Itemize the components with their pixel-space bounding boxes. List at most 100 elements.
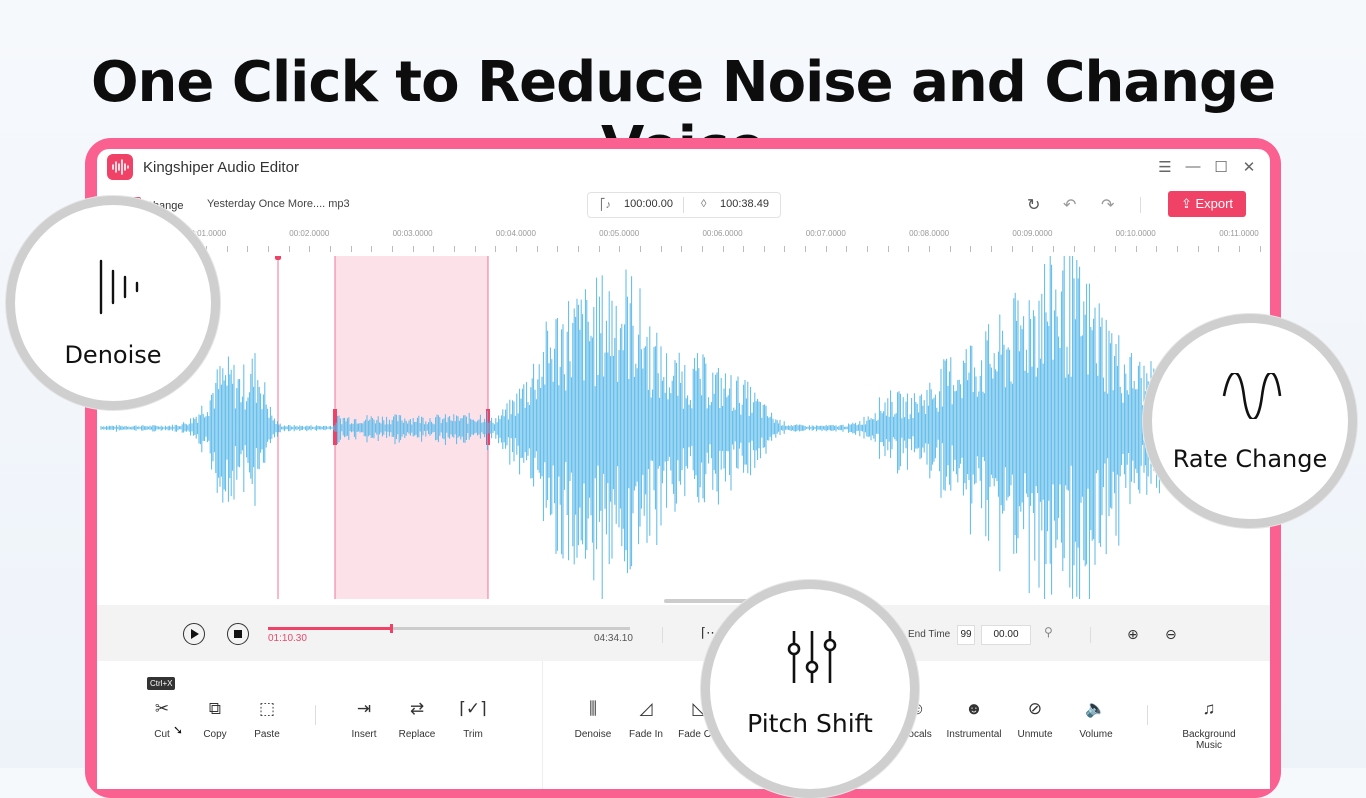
- ruler-tick: [268, 246, 269, 252]
- playback-progress[interactable]: [268, 624, 630, 633]
- tool-paste[interactable]: ⬚ Paste: [232, 697, 302, 740]
- output-duration: 100:38.49: [720, 198, 769, 210]
- export-button[interactable]: ⇪ Export: [1168, 191, 1246, 217]
- tool-copy[interactable]: ⧉ Copy: [180, 697, 250, 740]
- ruler-label: 00:08.0000: [909, 229, 950, 238]
- playhead-marker[interactable]: [275, 256, 281, 260]
- ruler-tick: [1198, 246, 1199, 252]
- ruler-tick: [1032, 246, 1033, 252]
- ruler-tick: [1115, 246, 1116, 252]
- marker-icon[interactable]: ⚲: [1044, 625, 1053, 639]
- ruler-label: 00:09.0000: [1012, 229, 1053, 238]
- ruler-tick: [743, 246, 744, 252]
- total-time: 04:34.10: [594, 633, 633, 644]
- fade-out-label: Fade Out: [678, 729, 720, 740]
- ruler-tick: [619, 246, 620, 252]
- ruler-tick: [309, 246, 310, 252]
- copy-icon: ⧉: [208, 699, 222, 718]
- timeline-ruler[interactable]: 00:01.0000 00:02.0000 00:03.0000 00:04.0000…: [97, 226, 1270, 256]
- instrumental-icon: ☻: [965, 699, 983, 718]
- horizontal-scrollbar[interactable]: [664, 599, 774, 603]
- tool-unmute[interactable]: ⊘ Unmute: [1000, 697, 1070, 740]
- zoom-in-icon[interactable]: ⊕: [1127, 626, 1139, 642]
- end-time-seconds[interactable]: 00.00: [981, 625, 1031, 645]
- ruler-tick: [495, 246, 496, 252]
- tool-insert[interactable]: ⇥ Insert: [329, 697, 399, 740]
- tool-volume[interactable]: 🔈 Volume: [1061, 697, 1131, 740]
- zoom-out-icon[interactable]: ⊖: [1165, 626, 1177, 642]
- refresh-icon[interactable]: ↻: [1027, 197, 1041, 214]
- tool-cut[interactable]: ✂ Cut: [127, 697, 197, 740]
- total-duration: 100:00.00: [624, 198, 673, 210]
- tool-replace[interactable]: ⇄ Replace: [382, 697, 452, 740]
- ruler-label: 00:04.0000: [495, 229, 536, 238]
- progress-handle[interactable]: [390, 624, 394, 633]
- replace-icon: ⇄: [409, 699, 425, 718]
- ruler-tick: [1094, 246, 1095, 252]
- insert-label: Insert: [351, 729, 377, 740]
- ruler-tick: [723, 246, 724, 252]
- stop-button[interactable]: [227, 623, 249, 645]
- ruler-tick: [764, 246, 765, 252]
- menu-icon[interactable]: ☰: [1158, 159, 1172, 176]
- denoise-icon: ⫼: [589, 699, 597, 718]
- ruler-tick: [991, 246, 992, 252]
- selection-end-handle[interactable]: [486, 409, 490, 445]
- tool-instrumental[interactable]: ☻ Instrumental: [939, 697, 1009, 740]
- time-display: ⎡♪ 100:00.00 ◊ 100:38.49: [587, 192, 781, 218]
- close-button[interactable]: ✕: [1242, 159, 1256, 176]
- export-label: Export: [1195, 196, 1234, 211]
- play-button[interactable]: [183, 623, 205, 645]
- ruler-tick: [681, 246, 682, 252]
- fade-in-label: Fade In: [629, 729, 663, 740]
- undo-icon[interactable]: ↶: [1063, 197, 1077, 214]
- ruler-tick: [661, 246, 662, 252]
- ruler-tick: [929, 246, 930, 252]
- ruler-tick: [1053, 246, 1054, 252]
- insert-icon: ⇥: [356, 699, 372, 718]
- ruler-tick: [371, 246, 372, 252]
- upload-icon: ⇪: [1180, 196, 1196, 211]
- tool-denoise[interactable]: ⫼ Denoise: [558, 697, 628, 740]
- ruler-tick: [578, 246, 579, 252]
- ruler-label: 00:06.0000: [702, 229, 743, 238]
- end-time-minutes[interactable]: 99: [957, 625, 975, 645]
- title-bar: Kingshiper Audio Editor ☰ — ☐ ✕: [97, 149, 1270, 187]
- ruler-tick: [908, 246, 909, 252]
- redo-icon[interactable]: ↷: [1101, 197, 1115, 214]
- ruler-tick: [1136, 246, 1137, 252]
- tool-background-music[interactable]: ♫ Background Music: [1174, 697, 1244, 751]
- ruler-label: 00:05.0000: [599, 229, 640, 238]
- ruler-tick: [537, 246, 538, 252]
- background-music-label: Background Music: [1182, 729, 1236, 751]
- trim-icon: ⌈✓⌉: [459, 699, 487, 718]
- waveform[interactable]: [97, 256, 1270, 599]
- denoise-label: Denoise: [574, 729, 612, 740]
- copy-label: Copy: [203, 729, 227, 740]
- ruler-tick: [599, 246, 600, 252]
- file-name: Yesterday Once More.... mp3: [207, 198, 350, 210]
- volume-label: Volume: [1079, 729, 1113, 740]
- minimize-button[interactable]: —: [1185, 158, 1201, 175]
- transport-bar: 01:10.30 04:34.10 ⌈⋯⌉ End Time 99 00.00 …: [97, 599, 1270, 661]
- ruler-tick: [413, 246, 414, 252]
- mouse-cursor-icon: ➘: [173, 723, 184, 737]
- tool-trim[interactable]: ⌈✓⌉ Trim: [438, 697, 508, 740]
- tool-fade-in[interactable]: ◿ Fade In: [611, 697, 681, 740]
- instrumental-label: Instrumental: [946, 729, 1002, 740]
- current-time: 01:10.30: [268, 633, 307, 644]
- shortcut-tooltip: Ctrl+X: [147, 677, 176, 690]
- ruler-label: 00:02.0000: [289, 229, 330, 238]
- ruler-tick: [227, 246, 228, 252]
- ruler-tick: [1177, 246, 1178, 252]
- rate-change-callout: Rate Change: [1143, 314, 1357, 528]
- ruler-label: 00:01.0000: [185, 229, 227, 238]
- music-note-icon: ⎡♪: [600, 199, 611, 211]
- vocals-label: Vocals: [902, 729, 932, 740]
- maximize-button[interactable]: ☐: [1214, 159, 1228, 176]
- ruler-tick: [516, 246, 517, 252]
- ruler-tick: [640, 246, 641, 252]
- ruler-label: 00:03.0000: [392, 229, 433, 238]
- rate-change-callout-label: Rate Change: [1172, 445, 1328, 473]
- ruler-tick: [206, 246, 207, 252]
